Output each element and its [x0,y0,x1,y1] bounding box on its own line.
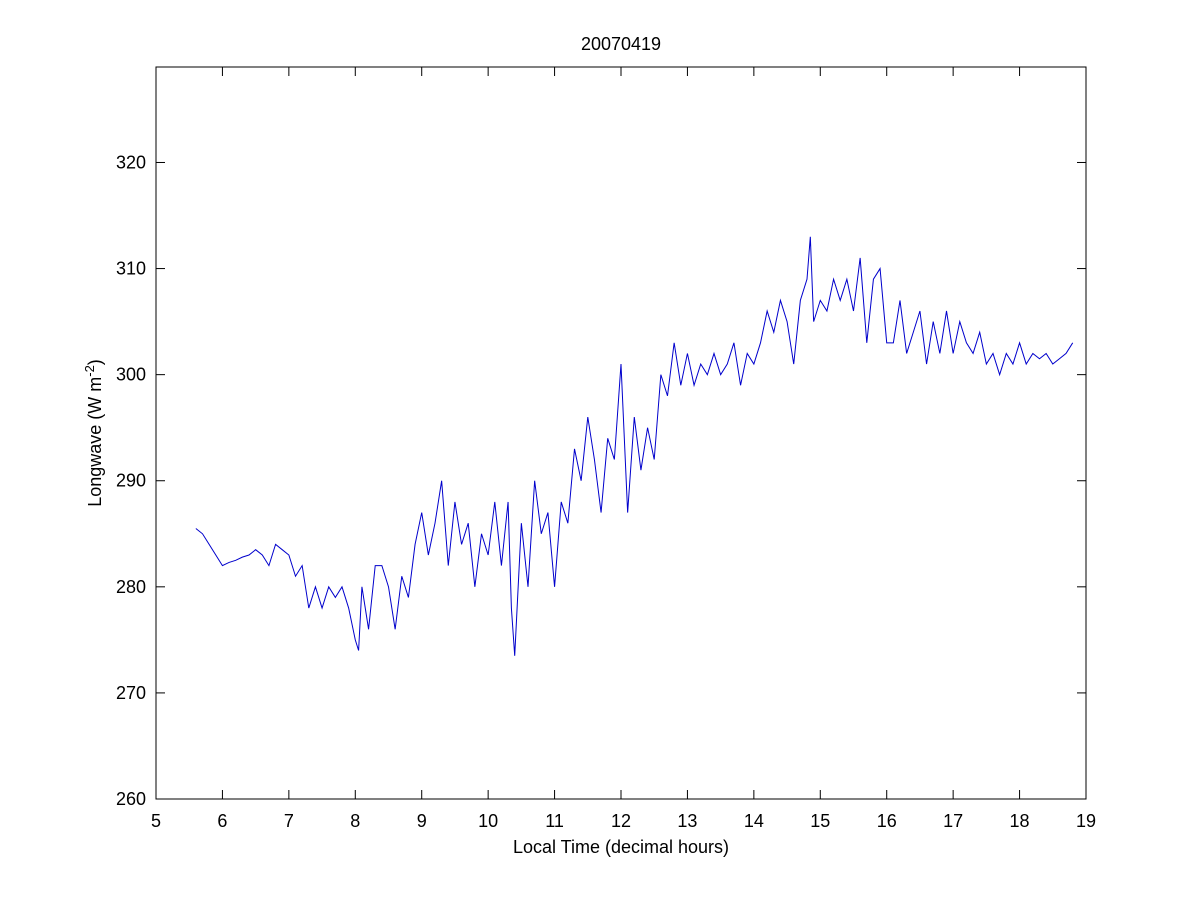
x-tick-label: 11 [545,811,564,831]
y-tick-label: 270 [116,683,146,703]
x-tick-label: 19 [1076,811,1096,831]
x-tick-label: 13 [677,811,697,831]
data-line [195,236,1074,656]
y-tick-label: 320 [116,152,146,172]
x-tick-label: 18 [1010,811,1030,831]
y-axis-label: Longwave (W m-2) [82,359,105,507]
y-tick-label: 280 [116,577,146,597]
x-tick-label: 9 [417,811,427,831]
x-tick-label: 17 [943,811,963,831]
y-tick-label: 300 [116,365,146,385]
y-label-text: Longwave (W m [85,377,105,507]
x-tick-label: 14 [744,811,764,831]
y-tick-label: 310 [116,259,146,279]
chart-title: 20070419 [581,34,661,54]
x-tick-label: 15 [810,811,830,831]
x-tick-label: 10 [478,811,498,831]
y-tick-label: 290 [116,471,146,491]
x-tick-label: 16 [877,811,897,831]
x-tick-label: 5 [151,811,161,831]
x-axis-label: Local Time (decimal hours) [513,837,729,857]
y-label-superscript: -2 [82,365,97,377]
x-tick-label: 7 [284,811,294,831]
x-tick-label: 8 [350,811,360,831]
y-tick-label: 260 [116,789,146,809]
y-label-suffix: ) [85,359,105,365]
x-tick-label: 6 [217,811,227,831]
x-tick-label: 12 [611,811,631,831]
